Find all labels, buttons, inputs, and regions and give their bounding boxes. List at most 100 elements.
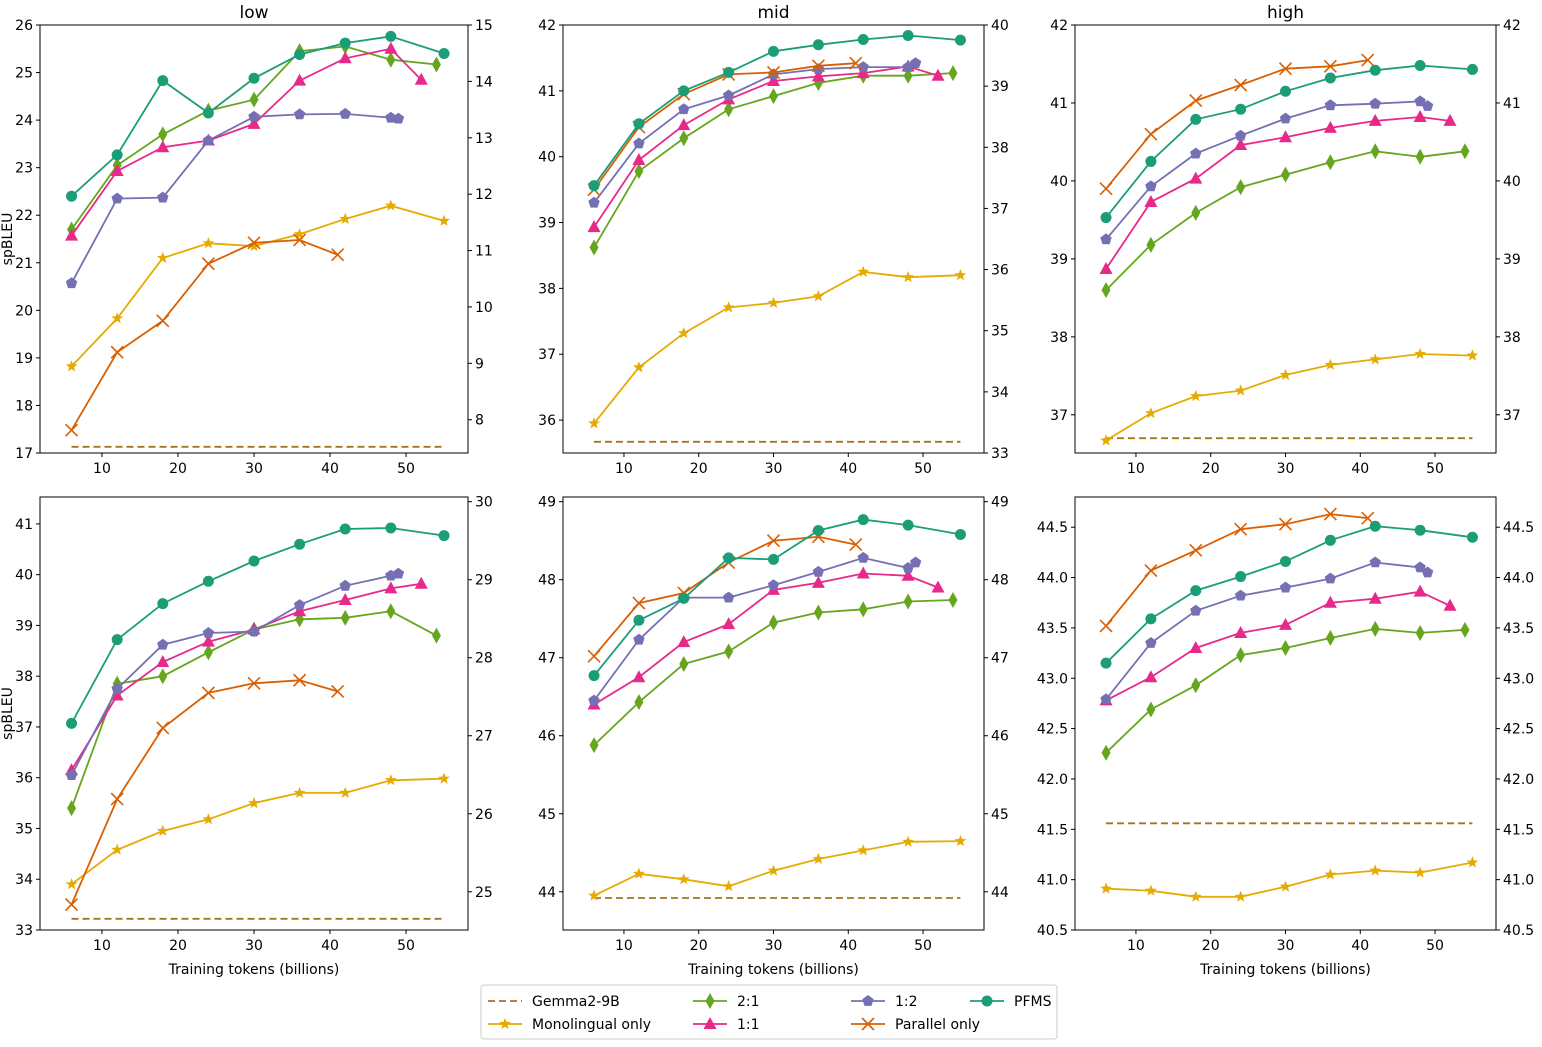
subplot-title: high (1267, 3, 1304, 23)
data-point (909, 556, 922, 568)
data-point (1099, 262, 1113, 275)
series-line (1105, 513, 1368, 627)
y-right-tick-label: 34 (991, 385, 1009, 401)
data-point (767, 68, 780, 80)
data-point (722, 301, 735, 313)
data-point (158, 126, 168, 143)
x-tick-label: 50 (397, 938, 415, 954)
data-point (1369, 556, 1381, 568)
data-point (67, 800, 77, 817)
legend-marker (862, 995, 874, 1006)
y-right-tick-label: 10 (475, 300, 493, 316)
data-point (1325, 629, 1335, 646)
data-point (110, 345, 124, 359)
legend-item: PFMS (970, 994, 1052, 1010)
data-point (340, 609, 350, 626)
data-point (1145, 407, 1157, 419)
x-tick-label: 50 (914, 938, 932, 954)
data-point (1368, 591, 1382, 604)
y-tick-label: 41.0 (1037, 873, 1068, 889)
data-point (1443, 113, 1457, 126)
y-right-tick-label: 38 (1503, 330, 1521, 346)
series-parallel-only (1099, 507, 1375, 633)
data-point (64, 898, 79, 912)
data-point (386, 51, 396, 68)
data-point (201, 634, 215, 647)
y-right-tick-label: 37 (1503, 408, 1521, 424)
y-right-tick-label: 27 (475, 729, 493, 745)
series-parallel-only (64, 233, 345, 437)
data-point (385, 111, 397, 123)
data-point (1234, 625, 1248, 638)
data-point (812, 852, 825, 864)
data-point (812, 525, 824, 537)
data-point (1236, 179, 1246, 196)
x-tick-label: 40 (321, 461, 339, 477)
data-point (65, 360, 78, 372)
data-point (293, 228, 306, 240)
data-point (954, 269, 967, 281)
data-point (1145, 884, 1157, 896)
y-tick-label: 33 (15, 923, 33, 939)
series-pfms (1100, 520, 1478, 669)
legend-marker (705, 993, 715, 1009)
data-point (588, 670, 600, 682)
y-right-tick-label: 29 (475, 573, 493, 589)
data-point (294, 48, 306, 60)
data-point (293, 233, 307, 247)
y-right-tick-label: 35 (991, 324, 1009, 340)
data-point (157, 598, 169, 610)
data-point (247, 236, 261, 250)
series-2-1 (589, 591, 958, 754)
data-point (1144, 563, 1158, 578)
data-point (931, 580, 945, 593)
data-point (431, 627, 441, 644)
data-point (293, 73, 307, 86)
legend: Gemma2-9B Monolingual only 2:1 1:1 1:2 Parall… (480, 984, 1058, 1040)
data-point (724, 643, 734, 660)
x-tick-label: 10 (1127, 461, 1145, 477)
data-point (849, 56, 863, 70)
y-tick-label: 18 (15, 398, 33, 414)
y-tick-label: 24 (15, 113, 33, 129)
data-point (1325, 154, 1335, 171)
data-point (588, 417, 600, 429)
data-point (1189, 890, 1202, 902)
y-right-tick-label: 36 (991, 263, 1009, 279)
data-point (677, 873, 690, 885)
data-point (1279, 130, 1292, 143)
data-point (156, 721, 170, 735)
series-pfms (66, 30, 450, 202)
data-point (813, 604, 823, 621)
x-tick-label: 40 (321, 938, 339, 954)
series-line (593, 572, 939, 706)
x-tick-label: 20 (690, 461, 708, 477)
data-point (1421, 100, 1434, 111)
data-point (1144, 127, 1158, 141)
data-point (392, 112, 405, 124)
x-tick-label: 30 (245, 461, 263, 477)
subplot-bottom-1: 10 20 30 40 50 33 34 35 36 37 38 39 40 41 25 26 27 28 29 30… (0, 495, 493, 978)
y-tick-label: 39 (1050, 252, 1068, 268)
y-tick-label: 40 (15, 568, 33, 584)
data-point (156, 251, 169, 263)
series-line (1105, 861, 1473, 898)
y-right-tick-label: 41.5 (1503, 822, 1534, 838)
data-point (678, 592, 690, 604)
data-point (1414, 524, 1426, 536)
y-axis-label: spBLEU (0, 213, 16, 266)
legend-label: Gemma2-9B (532, 994, 620, 1010)
data-point (248, 796, 260, 809)
data-point (1190, 147, 1202, 159)
series-line (70, 204, 445, 368)
y-tick-label: 44 (538, 885, 556, 901)
data-point (812, 39, 824, 51)
series-pfms (1100, 60, 1478, 224)
data-point (1189, 171, 1203, 184)
data-point (931, 68, 945, 81)
x-tick-label: 10 (615, 461, 633, 477)
data-point (386, 603, 396, 620)
data-point (587, 220, 601, 233)
data-point (65, 277, 78, 289)
data-point (1190, 113, 1202, 125)
